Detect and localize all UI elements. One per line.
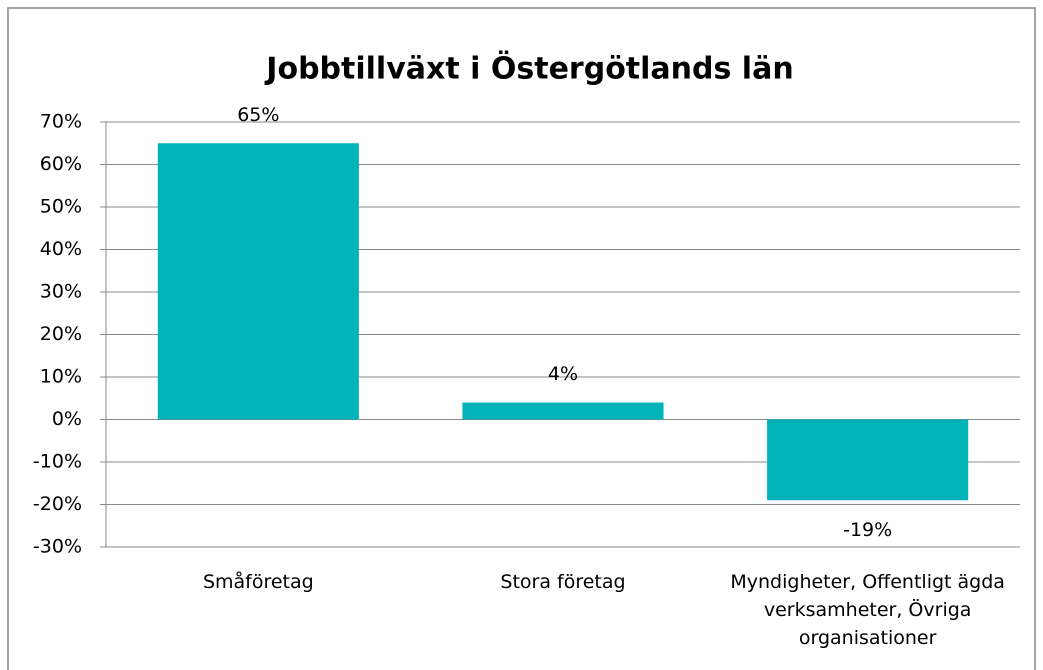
x-tick-label: Myndigheter, Offentligt ägda verksamhete… — [730, 571, 1005, 649]
y-tick-label: 50% — [40, 196, 82, 218]
chart-title: Jobbtillväxt i Östergötlands län — [264, 50, 793, 87]
y-tick-label: -10% — [33, 451, 82, 473]
y-tick-label: 10% — [40, 366, 82, 388]
x-tick-label: Stora företag — [500, 571, 626, 593]
bar — [462, 402, 664, 420]
y-tick-label: -30% — [33, 536, 82, 558]
data-label: -19% — [843, 519, 892, 541]
bar — [157, 143, 359, 420]
x-tick-label-box: Myndigheter, Offentligt ägda verksamhete… — [730, 571, 1005, 649]
y-tick-label: -20% — [33, 493, 82, 515]
y-tick-label: 20% — [40, 323, 82, 345]
y-tick-label: 70% — [40, 111, 82, 133]
x-tick-label-box: Stora företag — [500, 571, 626, 593]
data-label: 65% — [237, 104, 279, 126]
x-tick-label-box: Småföretag — [202, 571, 314, 593]
y-tick-label: 0% — [52, 408, 82, 430]
y-tick-label: 40% — [40, 238, 82, 260]
bar — [767, 419, 969, 501]
data-label: 4% — [548, 363, 578, 385]
y-tick-label: 30% — [40, 281, 82, 303]
y-tick-label: 60% — [40, 153, 82, 175]
x-tick-label: Småföretag — [202, 571, 314, 593]
